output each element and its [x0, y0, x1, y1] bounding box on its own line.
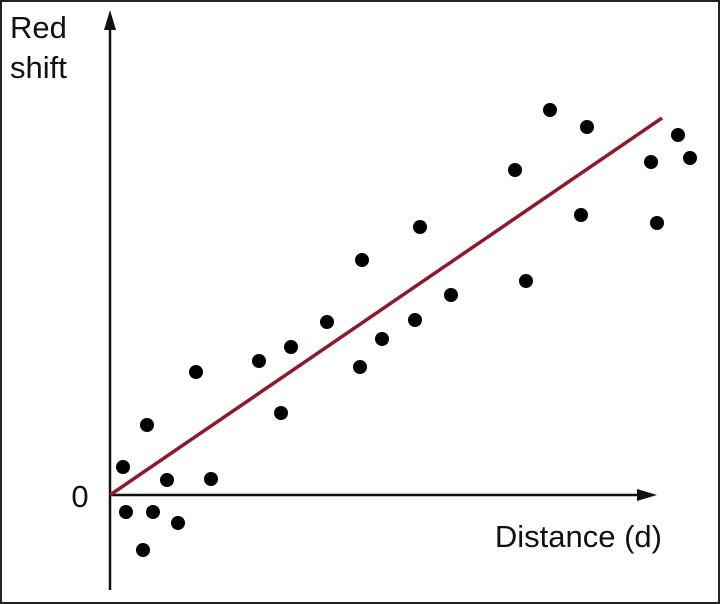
data-point: [171, 516, 185, 530]
data-point: [375, 332, 389, 346]
data-point: [353, 360, 367, 374]
x-axis-arrow: [637, 489, 657, 501]
data-point: [413, 220, 427, 234]
y-axis-label: Red shift: [10, 10, 67, 85]
data-point: [543, 103, 557, 117]
data-point: [355, 253, 369, 267]
data-point: [574, 208, 588, 222]
data-point: [644, 155, 658, 169]
data-point: [119, 505, 133, 519]
data-point: [252, 354, 266, 368]
data-point: [204, 472, 218, 486]
data-point: [274, 406, 288, 420]
data-point: [671, 128, 685, 142]
data-point: [683, 151, 697, 165]
data-point: [189, 365, 203, 379]
data-point: [508, 163, 522, 177]
data-point: [650, 216, 664, 230]
y-tick-label: 0: [71, 479, 88, 514]
data-point: [519, 274, 533, 288]
data-point: [580, 120, 594, 134]
data-point: [160, 473, 174, 487]
data-point: [284, 340, 298, 354]
data-point: [408, 313, 422, 327]
data-point: [320, 315, 334, 329]
fit-line: [109, 116, 663, 497]
data-point: [140, 418, 154, 432]
data-point: [444, 288, 458, 302]
data-point: [136, 543, 150, 557]
data-point: [146, 505, 160, 519]
data-point: [116, 460, 130, 474]
x-axis-label: Distance (d): [495, 519, 662, 554]
y-axis-arrow: [104, 10, 116, 30]
